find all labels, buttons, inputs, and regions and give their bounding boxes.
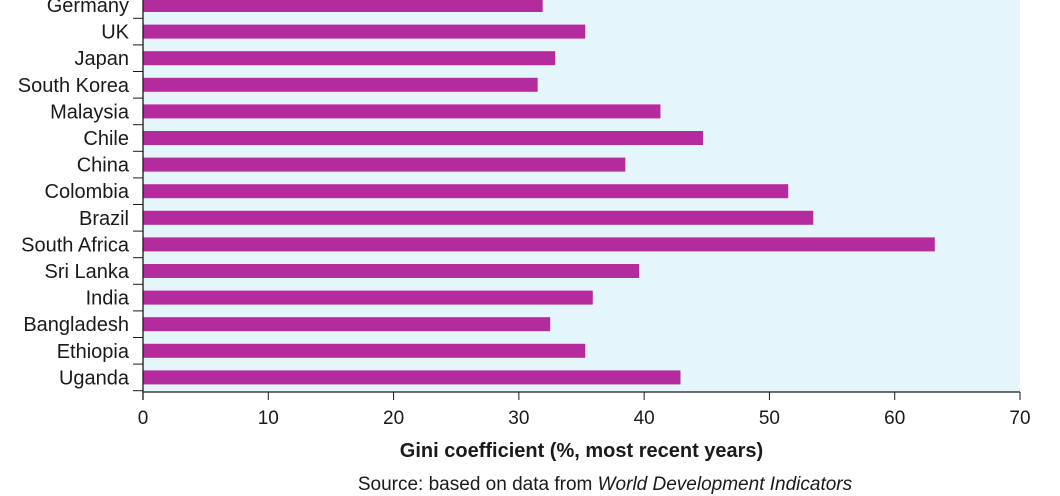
x-tick-label-20: 20 [383,408,404,429]
x-tick-label-10: 10 [258,408,279,429]
bar-south-africa [143,237,935,252]
bar-bangladesh [143,317,551,332]
source-title: World Development Indicators [597,474,853,495]
bar-china [143,157,626,172]
category-label-india: India [86,288,130,310]
category-label-colombia: Colombia [45,181,130,203]
bar-brazil [143,210,814,225]
bar-sri-lanka [143,264,640,278]
x-tick-label-0: 0 [138,408,149,429]
bar-uganda [143,370,681,385]
x-tick-label-50: 50 [759,408,780,429]
category-label-malaysia: Malaysia [50,101,130,123]
bar-colombia [143,184,789,199]
bar-japan [143,51,556,66]
source-note: Source: based on data from World Develop… [0,474,1060,496]
category-labels: Germany UK Japan South Korea Malaysia Chile Ch… [18,0,130,389]
bar-chile [143,131,704,145]
category-label-bangladesh: Bangladesh [23,314,129,336]
source-prefix: Source: based on data from [357,474,598,495]
bar-uk [143,24,586,39]
bar-south-korea [143,77,538,92]
category-label-germany: Germany [47,0,129,17]
category-label-brazil: Brazil [79,208,129,230]
x-tick-label-30: 30 [508,408,529,429]
category-label-uk: UK [101,22,129,44]
category-label-south-africa: South Africa [21,234,130,256]
bar-ethiopia [143,343,586,358]
x-tick-label-60: 60 [884,408,905,429]
x-tick-label-70: 70 [1009,408,1030,429]
category-label-china: China [77,155,130,177]
bar-germany [143,0,543,12]
bars [143,0,935,385]
x-tick-label-40: 40 [634,408,655,429]
category-label-chile: Chile [83,128,129,150]
x-axis-label: Gini coefficient (%, most recent years) [400,440,763,462]
bar-india [143,290,593,305]
category-label-south-korea: South Korea [18,75,130,97]
category-label-sri-lanka: Sri Lanka [45,261,130,283]
bar-malaysia [143,104,661,119]
category-label-japan: Japan [75,48,130,70]
category-label-ethiopia: Ethiopia [57,341,130,363]
x-axis-ticks: 0 10 20 30 40 50 60 70 [138,392,1031,429]
y-axis-ticks [133,17,143,392]
category-label-uganda: Uganda [59,367,130,389]
